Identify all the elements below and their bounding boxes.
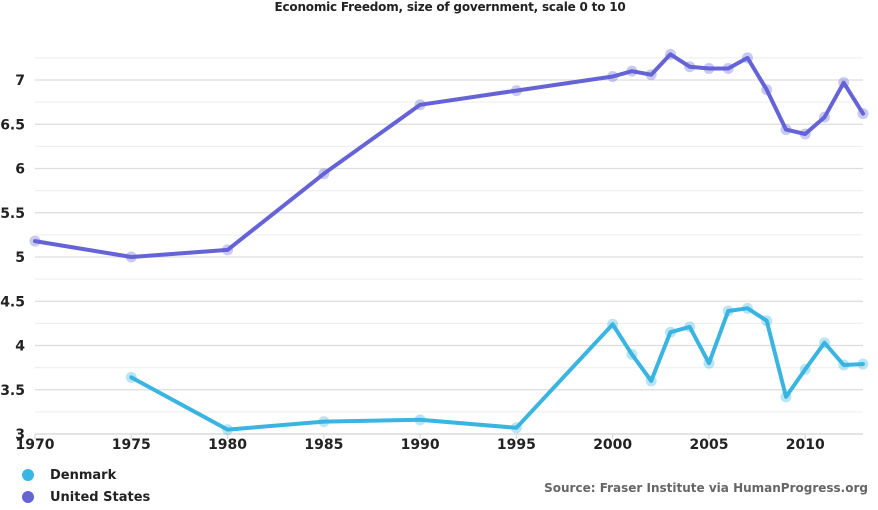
legend-marker-denmark [22, 469, 34, 481]
x-tick-label: 2005 [689, 437, 728, 453]
x-tick-label: 1990 [401, 437, 440, 453]
x-tick-label: 1975 [112, 437, 151, 453]
data-point-united-states [414, 99, 426, 111]
y-tick-label: 6.5 [0, 117, 25, 133]
data-point-denmark [799, 363, 811, 375]
y-tick-label: 7 [15, 73, 25, 89]
y-tick-label: 6 [15, 162, 25, 178]
data-point-denmark [125, 371, 137, 383]
data-point-united-states [857, 108, 869, 120]
data-point-united-states [222, 244, 234, 256]
data-point-denmark [222, 424, 234, 436]
data-point-denmark [703, 357, 715, 369]
data-point-united-states [645, 69, 657, 81]
y-tick-label: 4 [15, 339, 25, 355]
data-point-united-states [125, 251, 137, 263]
data-point-united-states [799, 128, 811, 140]
y-tick-label: 5.5 [0, 206, 25, 222]
data-point-denmark [761, 315, 773, 327]
data-point-denmark [626, 348, 638, 360]
data-point-denmark [510, 422, 522, 434]
x-tick-label: 2000 [593, 437, 632, 453]
source-note: Source: Fraser Institute via HumanProgre… [544, 481, 868, 495]
data-point-denmark [645, 375, 657, 387]
data-point-denmark [664, 326, 676, 338]
data-point-united-states [818, 111, 830, 123]
data-point-denmark [857, 358, 869, 370]
x-tick-label: 1985 [304, 437, 343, 453]
data-point-denmark [838, 359, 850, 371]
data-point-denmark [780, 391, 792, 403]
data-point-united-states [722, 62, 734, 74]
chart-title: Economic Freedom, size of government, sc… [274, 0, 626, 14]
series-line-united-states [33, 52, 865, 259]
legend-marker-united-states [22, 491, 34, 503]
x-tick-label: 2010 [786, 437, 825, 453]
data-point-denmark [607, 318, 619, 330]
legend-label-united-states: United States [50, 489, 151, 505]
y-tick-label: 3 [15, 427, 25, 443]
data-point-united-states [703, 62, 715, 74]
data-point-denmark [318, 416, 330, 428]
y-tick-label: 5 [15, 250, 25, 266]
data-point-united-states [318, 168, 330, 180]
data-point-denmark [414, 414, 426, 426]
legend-item-denmark[interactable]: Denmark [22, 464, 150, 486]
x-tick-label: 1970 [16, 437, 55, 453]
legend-item-united-states[interactable]: United States [22, 486, 150, 508]
data-point-united-states [29, 235, 41, 247]
x-tick-label: 1980 [208, 437, 247, 453]
data-point-united-states [626, 65, 638, 77]
data-point-denmark [818, 337, 830, 349]
data-point-united-states [838, 77, 850, 89]
legend: Denmark United States [22, 464, 150, 508]
data-point-united-states [761, 84, 773, 96]
data-point-united-states [741, 52, 753, 64]
data-point-denmark [741, 302, 753, 314]
y-tick-label: 4.5 [0, 294, 25, 310]
x-tick-label: 1995 [497, 437, 536, 453]
series-line-denmark [129, 306, 865, 432]
data-point-united-states [607, 70, 619, 82]
data-point-united-states [664, 48, 676, 60]
y-tick-label: 3.5 [0, 383, 25, 399]
legend-label-denmark: Denmark [50, 467, 117, 483]
data-point-denmark [684, 321, 696, 333]
data-point-united-states [780, 124, 792, 136]
data-point-denmark [722, 305, 734, 317]
data-point-united-states [684, 61, 696, 73]
data-point-united-states [510, 85, 522, 97]
